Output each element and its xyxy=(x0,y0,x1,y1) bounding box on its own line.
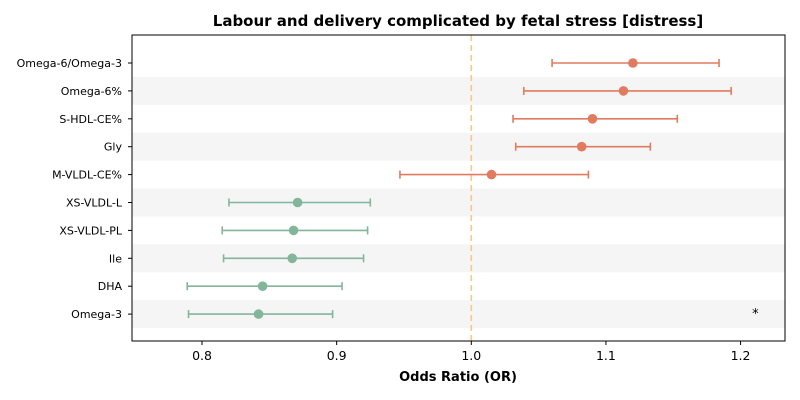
row-label: S-HDL-CE% xyxy=(59,113,122,126)
row-band xyxy=(132,132,785,161)
x-tick-label: 1.1 xyxy=(596,348,616,363)
or-point xyxy=(287,253,298,264)
row-label: M-VLDL-CE% xyxy=(52,169,122,182)
row-label: Ile xyxy=(109,252,122,265)
or-point xyxy=(486,169,497,180)
or-point xyxy=(253,309,264,319)
estimate-row: DHA xyxy=(98,280,343,293)
or-point xyxy=(618,86,629,96)
row-label: Omega-3 xyxy=(71,308,122,321)
row-label: XS-VLDL-PL xyxy=(59,224,123,237)
estimate-row: Omega-3 xyxy=(71,308,334,321)
estimate-row: Gly xyxy=(104,141,652,154)
x-axis-ticks: 0.8 0.9 1.0 1.1 1.2 xyxy=(192,341,751,363)
estimate-row: Omega-6/Omega-3 xyxy=(17,57,720,70)
x-tick-label: 1.0 xyxy=(461,348,481,363)
or-point xyxy=(257,281,268,292)
plot-frame xyxy=(131,34,786,342)
row-label: Gly xyxy=(104,141,123,154)
row-label: Omega-6% xyxy=(61,85,122,98)
significance-marker: * xyxy=(752,307,759,322)
estimate-row: M-VLDL-CE% xyxy=(52,169,590,182)
row-label: XS-VLDL-L xyxy=(66,197,123,210)
x-axis-label: Odds Ratio (OR) xyxy=(399,370,517,385)
row-label: Omega-6/Omega-3 xyxy=(17,57,122,70)
or-point xyxy=(628,58,638,68)
estimate-row: XS-VLDL-PL xyxy=(59,224,369,237)
or-point xyxy=(576,141,587,152)
estimate-row: Omega-6% xyxy=(61,85,732,98)
row-label: DHA xyxy=(98,280,123,293)
chart-title: Labour and delivery complicated by fetal… xyxy=(213,12,703,30)
estimate-row: Ile xyxy=(109,252,365,265)
estimate-rows: Omega-6/Omega-3 Omega-6% S-HDL-CE% Gly M-VLD… xyxy=(17,57,732,321)
x-tick-label: 0.8 xyxy=(192,348,212,363)
or-point xyxy=(292,197,303,208)
x-tick-label: 1.2 xyxy=(731,348,751,363)
or-point xyxy=(288,225,299,236)
estimate-row: S-HDL-CE% xyxy=(59,113,679,126)
x-tick-label: 0.9 xyxy=(327,348,347,363)
estimate-row: XS-VLDL-L xyxy=(66,197,372,210)
or-point xyxy=(587,114,598,124)
